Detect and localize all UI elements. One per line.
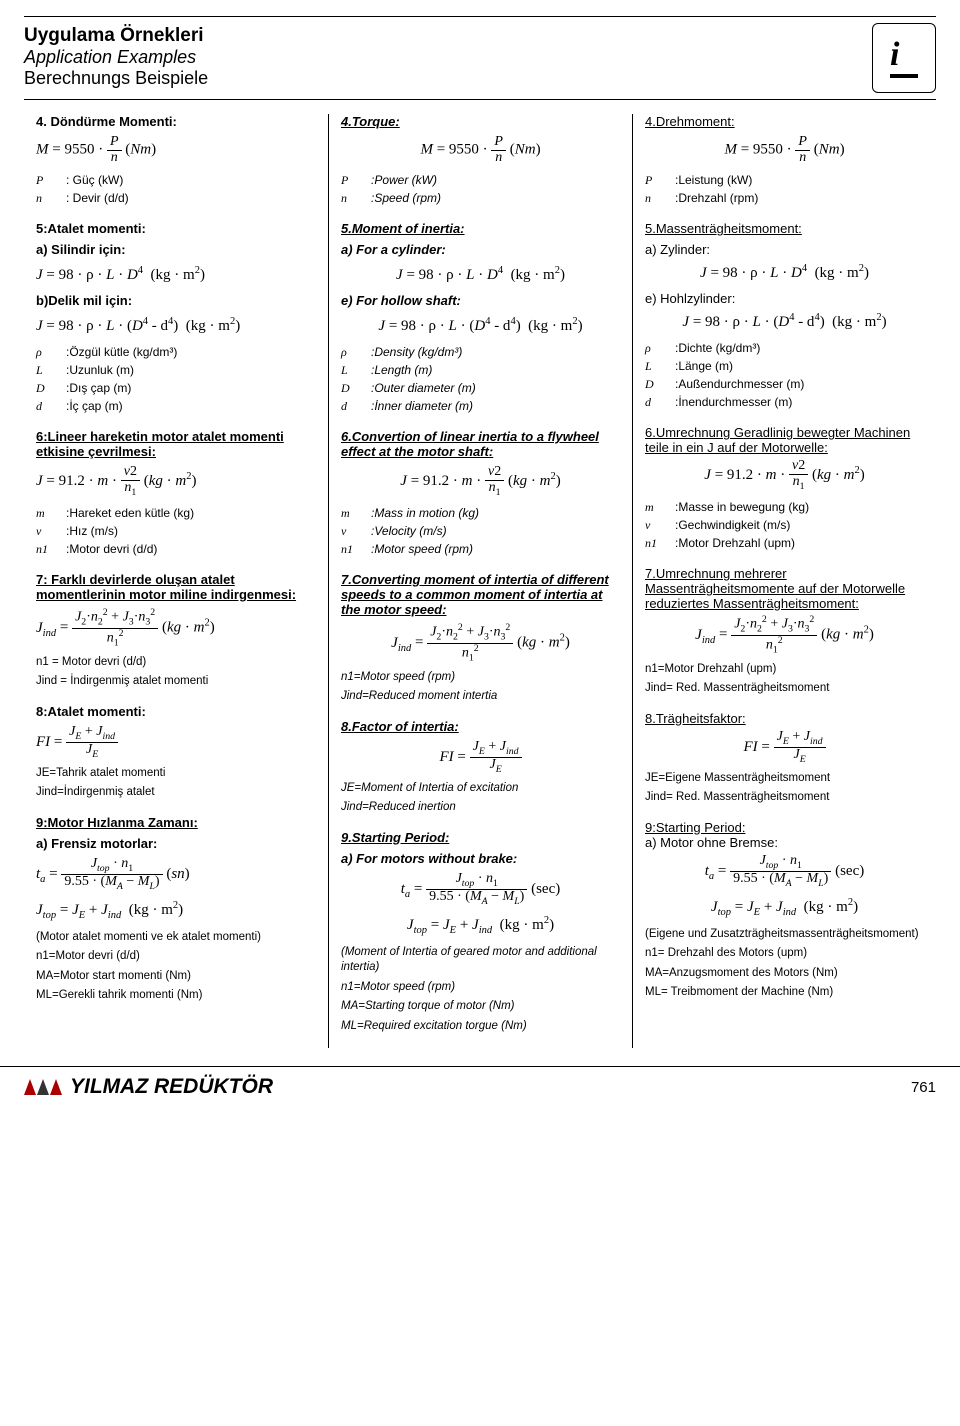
de-s9-n2: MA=Anzugsmoment des Motors (Nm) [645,966,924,982]
tr-s7-n1: n1 = Motor devri (d/d) [36,655,316,671]
en-s9-f2: Jtop = JE + Jind (kg · m2) [341,913,620,939]
de-s4-f: M = 9550 · Pn (Nm) [645,135,924,165]
en-s9-n2: MA=Starting torque of motor (Nm) [341,999,620,1015]
tr-s8-n1: JE=Tahrik atalet momenti [36,766,316,782]
tr-s9a-h: a) Frensiz motorlar: [36,836,316,851]
de-s5b-f: J = 98 · ρ · L · (D4 - d4) (kg · m2) [645,310,924,334]
tr-s9-f1: ta = Jtop · n19.55 · (MA − ML) (sn) [36,857,316,892]
de-s7-n1: n1=Motor Drehzahl (upm) [645,662,924,678]
title-en: Application Examples [24,47,208,68]
de-s4-h: 4.Drehmoment: [645,114,924,129]
col-de: 4.Drehmoment: M = 9550 · Pn (Nm) P:Leist… [632,114,936,1048]
de-s8-n2: Jind= Red. Massenträgheitsmoment [645,790,924,806]
en-s8-f: FI = JE + JindJE [341,740,620,775]
tr-s8-n2: Jind=İndirgenmiş atalet [36,785,316,801]
en-s9-f1: ta = Jtop · n19.55 · (MA − ML) (sec) [341,872,620,907]
en-s9-h: 9.Starting Period: [341,830,620,845]
en-s5a-f: J = 98 · ρ · L · D4 (kg · m2) [341,263,620,287]
tr-s9-n0: (Motor atalet momenti ve ek atalet momen… [36,930,316,946]
de-s9-f1: ta = Jtop · n19.55 · (MA − ML) (sec) [645,854,924,889]
tr-s8-f: FI = JE + JindJE [36,725,316,760]
header-titles: Uygulama Örnekleri Application Examples … [24,21,208,95]
tr-s6-h: 6:Lineer hareketin motor atalet momenti … [36,429,316,459]
page-number: 761 [911,1079,936,1096]
de-s7-h: 7.Umrechnung mehrerer Massenträgheitsmom… [645,566,924,611]
info-icon: i [872,23,936,93]
de-s9-h: 9:Starting Period: [645,820,924,835]
en-s4-f: M = 9550 · Pn (Nm) [341,135,620,165]
en-s7-f: Jind = J2·n22 + J3·n32n12 (kg · m2) [341,623,620,663]
title-tr: Uygulama Örnekleri [24,25,208,47]
en-s8-n1: JE=Moment of Intertia of excitation [341,781,620,797]
tr-s9-n2: MA=Motor start momenti (Nm) [36,969,316,985]
de-s7-f: Jind = J2·n22 + J3·n32n12 (kg · m2) [645,615,924,655]
tr-s7-h: 7: Farklı devirlerde oluşan atalet momen… [36,572,316,602]
en-s7-n1: n1=Motor speed (rpm) [341,670,620,686]
brand-text: YILMAZ REDÜKTÖR [70,1075,273,1099]
tr-s5a-f: J = 98 · ρ · L · D4 (kg · m2) [36,263,316,287]
en-s9-n1: n1=Motor speed (rpm) [341,980,620,996]
de-s8-n1: JE=Eigene Massenträgheitsmoment [645,771,924,787]
tr-s8-h: 8:Atalet momenti: [36,704,316,719]
tr-s6-f: J = 91.2 · m · v2n1 (kg · m2) [36,465,316,498]
col-tr: 4. Döndürme Momenti: M = 9550 · Pn (Nm) … [24,114,328,1048]
en-s6-h: 6.Convertion of linear inertia to a flyw… [341,429,620,459]
header-band: Uygulama Örnekleri Application Examples … [24,16,936,100]
en-s5b-f: J = 98 · ρ · L · (D4 - d4) (kg · m2) [341,314,620,338]
tr-s4-f: M = 9550 · Pn (Nm) [36,135,316,165]
tr-s9-n1: n1=Motor devri (d/d) [36,949,316,965]
tr-s5a-h: a) Silindir için: [36,242,316,257]
en-s8-h: 8.Factor of intertia: [341,719,620,734]
de-s5a-f: J = 98 · ρ · L · D4 (kg · m2) [645,261,924,285]
brand: YILMAZ REDÜKTÖR [24,1075,273,1099]
tr-s7-n2: Jind = İndirgenmiş atalet momenti [36,674,316,690]
en-s7-h: 7.Converting moment of intertia of diffe… [341,572,620,617]
de-s9-n1: n1= Drehzahl des Motors (upm) [645,946,924,962]
brand-logo-icon [24,1079,62,1095]
en-s6-f: J = 91.2 · m · v2n1 (kg · m2) [341,465,620,498]
en-s8-n2: Jind=Reduced inertion [341,800,620,816]
tr-s9-h: 9:Motor Hızlanma Zamanı: [36,815,316,830]
title-de: Berechnungs Beispiele [24,68,208,89]
de-s5b-h: e) Hohlzylinder: [645,291,924,306]
tr-s5-h: 5:Atalet momenti: [36,221,316,236]
col-en: 4.Torque: M = 9550 · Pn (Nm) P:Power (kW… [328,114,632,1048]
en-s5a-h: a) For a cylinder: [341,242,620,257]
de-s6-h: 6.Umrechnung Geradlinig bewegter Machine… [645,425,924,455]
tr-s5b-f: J = 98 · ρ · L · (D4 - d4) (kg · m2) [36,314,316,338]
de-s9-n3: ML= Treibmoment der Machine (Nm) [645,985,924,1001]
en-s9-n0: (Moment of Intertia of geared motor and … [341,945,620,976]
de-s5a-h: a) Zylinder: [645,242,924,257]
de-s9-n0: (Eigene und Zusatzträgheitsmassenträghei… [645,927,924,943]
tr-s9-n3: ML=Gerekli tahrik momenti (Nm) [36,988,316,1004]
page: Uygulama Örnekleri Application Examples … [0,0,960,1048]
de-s6-f: J = 91.2 · m · v2n1 (kg · m2) [645,459,924,492]
de-s8-f: FI = JE + JindJE [645,730,924,765]
de-s5-h: 5.Massenträgheitsmoment: [645,221,924,236]
de-s9a-h: a) Motor ohne Bremse: [645,835,924,850]
en-s9-n3: ML=Required excitation torgue (Nm) [341,1019,620,1035]
en-s5-h: 5.Moment of inertia: [341,221,620,236]
tr-s9-f2: Jtop = JE + Jind (kg · m2) [36,898,316,924]
tr-s7-f: Jind = J2·n22 + J3·n32n12 (kg · m2) [36,608,316,648]
footer: YILMAZ REDÜKTÖR 761 [0,1066,960,1109]
en-s9a-h: a) For motors without brake: [341,851,620,866]
en-s5b-h: e) For hollow shaft: [341,293,620,308]
de-s9-f2: Jtop = JE + Jind (kg · m2) [645,895,924,921]
columns: 4. Döndürme Momenti: M = 9550 · Pn (Nm) … [24,114,936,1048]
de-s7-n2: Jind= Red. Massenträgheitsmoment [645,681,924,697]
de-s8-h: 8.Trägheitsfaktor: [645,711,924,726]
tr-s4-h: 4. Döndürme Momenti: [36,114,316,129]
tr-s5b-h: b)Delik mil için: [36,293,316,308]
en-s4-h: 4.Torque: [341,114,620,129]
en-s7-n2: Jind=Reduced moment intertia [341,689,620,705]
